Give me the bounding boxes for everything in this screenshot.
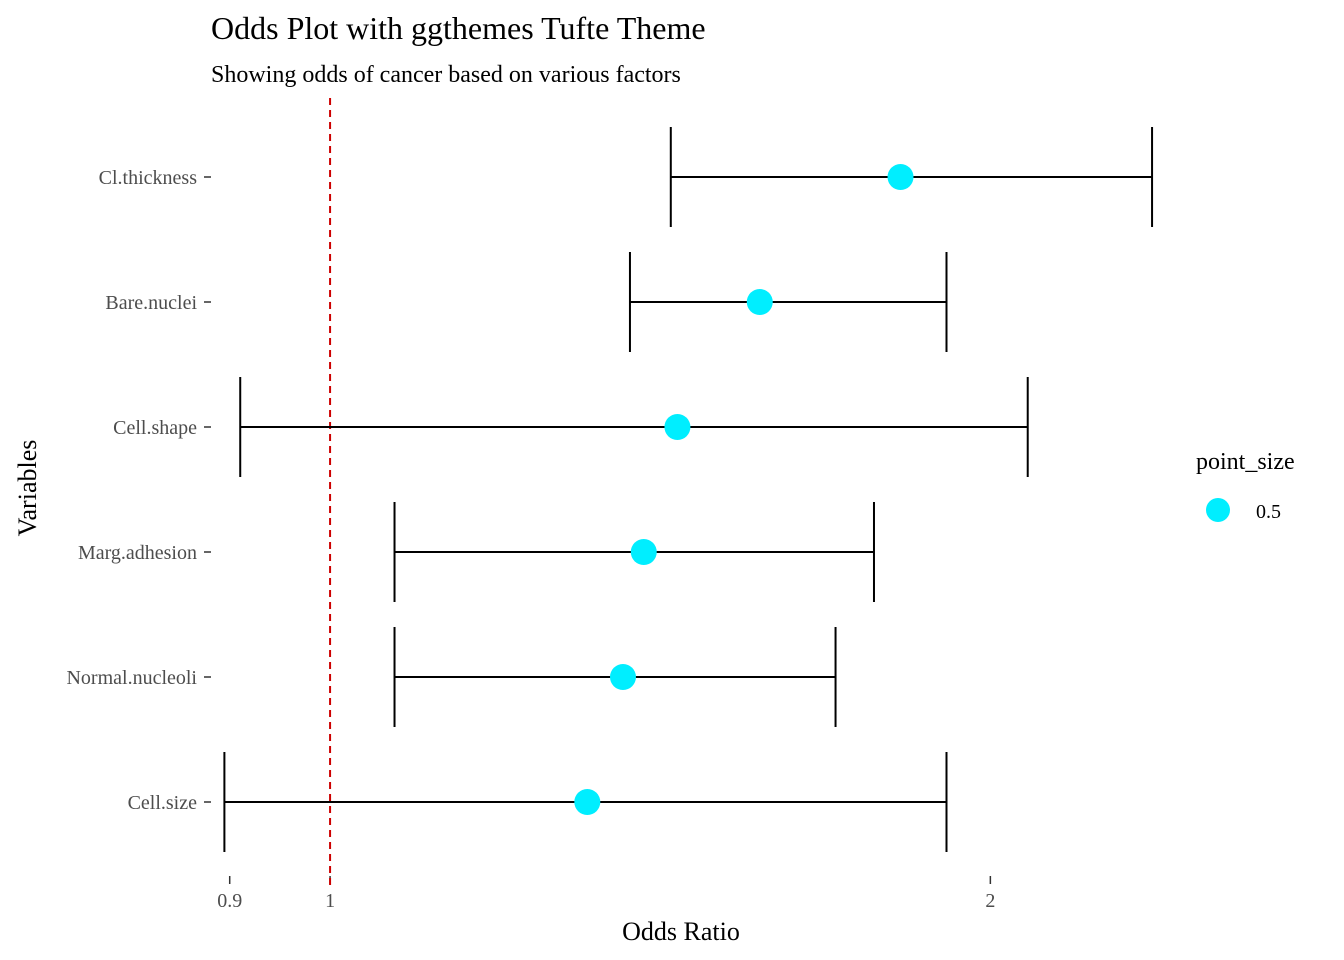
x-tick-label: 2 (985, 890, 995, 912)
data-point (630, 539, 657, 565)
chart-title: Odds Plot with ggthemes Tufte Theme (211, 10, 706, 46)
legend: point_size 0.5 (1196, 449, 1295, 523)
x-tick-label: 0.9 (217, 890, 242, 912)
data-point (574, 789, 601, 815)
data-point (609, 664, 636, 690)
data-point (746, 289, 773, 315)
chart-subtitle: Showing odds of cancer based on various … (211, 62, 681, 88)
legend-key-point (1206, 498, 1230, 522)
y-tick-label: Bare.nuclei (105, 292, 197, 314)
x-axis-title: Odds Ratio (622, 917, 740, 946)
legend-title: point_size (1196, 449, 1295, 475)
plot-area: Cl.thickness Bare.nuclei Cell.shape Marg.ad… (66, 98, 1154, 912)
x-tick-label: 1 (325, 890, 335, 912)
data-point (664, 414, 691, 440)
data-point (887, 164, 914, 190)
legend-entry-label: 0.5 (1256, 501, 1281, 523)
y-axis-title: Variables (13, 440, 42, 537)
y-tick-label: Marg.adhesion (78, 542, 197, 564)
y-tick-label: Cell.size (128, 792, 198, 814)
y-tick-label: Cell.shape (113, 417, 197, 439)
y-tick-label: Cl.thickness (99, 167, 198, 189)
y-tick-label: Normal.nucleoli (66, 667, 197, 689)
